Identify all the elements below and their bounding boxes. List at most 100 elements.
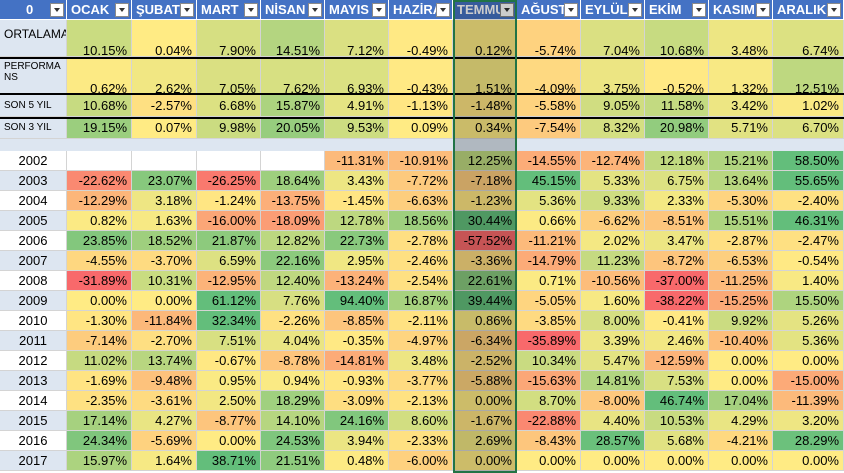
year-value-cell[interactable]: -2.33%	[389, 431, 453, 451]
year-value-cell[interactable]: 10.34%	[517, 351, 581, 371]
year-value-cell[interactable]: 21.51%	[261, 451, 325, 471]
filter-dropdown-icon[interactable]	[564, 3, 578, 17]
summary-value-cell[interactable]: -0.43%	[389, 57, 453, 95]
year-value-cell[interactable]: 17.04%	[709, 391, 773, 411]
filter-dropdown-icon[interactable]	[244, 3, 258, 17]
summary-value-cell[interactable]: 0.09%	[389, 117, 453, 139]
year-value-cell[interactable]: 24.53%	[261, 431, 325, 451]
summary-value-cell[interactable]: 6.68%	[197, 95, 261, 117]
year-value-cell[interactable]: 22.73%	[325, 231, 389, 251]
year-value-cell[interactable]: 3.43%	[325, 171, 389, 191]
year-value-cell[interactable]: -11.39%	[773, 391, 844, 411]
year-value-cell[interactable]: 12.25%	[453, 151, 517, 171]
year-value-cell[interactable]: 18.52%	[132, 231, 197, 251]
year-value-cell[interactable]: 16.87%	[389, 291, 453, 311]
year-value-cell[interactable]: 1.60%	[581, 291, 645, 311]
year-value-cell[interactable]: 12.18%	[645, 151, 709, 171]
summary-value-cell[interactable]: 0.34%	[453, 117, 517, 139]
year-value-cell[interactable]: -5.05%	[517, 291, 581, 311]
year-value-cell[interactable]: -5.30%	[709, 191, 773, 211]
year-value-cell[interactable]: 3.20%	[773, 411, 844, 431]
year-value-cell[interactable]: -35.89%	[517, 331, 581, 351]
year-value-cell[interactable]: 0.86%	[453, 311, 517, 331]
year-value-cell[interactable]: -12.59%	[645, 351, 709, 371]
year-value-cell[interactable]: 24.34%	[67, 431, 132, 451]
year-value-cell[interactable]: -8.51%	[645, 211, 709, 231]
year-value-cell[interactable]: -22.88%	[517, 411, 581, 431]
year-value-cell[interactable]: 0.66%	[517, 211, 581, 231]
summary-value-cell[interactable]: -0.49%	[389, 20, 453, 57]
summary-value-cell[interactable]: 0.12%	[453, 20, 517, 57]
summary-value-cell[interactable]: 9.98%	[197, 117, 261, 139]
year-value-cell[interactable]	[261, 151, 325, 171]
year-value-cell[interactable]: 23.85%	[67, 231, 132, 251]
year-value-cell[interactable]: 61.12%	[197, 291, 261, 311]
summary-value-cell[interactable]: 1.02%	[773, 95, 844, 117]
year-value-cell[interactable]: -15.63%	[517, 371, 581, 391]
summary-value-cell[interactable]: 7.12%	[325, 20, 389, 57]
summary-value-cell[interactable]: 1.32%	[709, 57, 773, 95]
year-value-cell[interactable]: -38.22%	[645, 291, 709, 311]
year-value-cell[interactable]: 94.40%	[325, 291, 389, 311]
year-value-cell[interactable]: -1.24%	[197, 191, 261, 211]
year-value-cell[interactable]: 0.00%	[581, 451, 645, 471]
year-value-cell[interactable]: -18.09%	[261, 211, 325, 231]
year-value-cell[interactable]: 0.00%	[517, 451, 581, 471]
summary-value-cell[interactable]: 9.05%	[581, 95, 645, 117]
year-value-cell[interactable]: -2.40%	[773, 191, 844, 211]
year-value-cell[interactable]: -15.00%	[773, 371, 844, 391]
year-value-cell[interactable]: -13.75%	[261, 191, 325, 211]
summary-value-cell[interactable]: 1.51%	[453, 57, 517, 95]
summary-value-cell[interactable]: -0.52%	[645, 57, 709, 95]
year-value-cell[interactable]: -2.13%	[389, 391, 453, 411]
year-value-cell[interactable]: -8.00%	[581, 391, 645, 411]
year-value-cell[interactable]: -8.77%	[197, 411, 261, 431]
year-value-cell[interactable]: 24.16%	[325, 411, 389, 431]
year-value-cell[interactable]: 3.47%	[645, 231, 709, 251]
year-value-cell[interactable]: -15.25%	[709, 291, 773, 311]
year-value-cell[interactable]: 14.81%	[581, 371, 645, 391]
year-value-cell[interactable]: 6.75%	[645, 171, 709, 191]
summary-value-cell[interactable]: 2.62%	[132, 57, 197, 95]
year-value-cell[interactable]: 0.00%	[197, 431, 261, 451]
year-value-cell[interactable]: -12.29%	[67, 191, 132, 211]
year-value-cell[interactable]: 11.02%	[67, 351, 132, 371]
year-value-cell[interactable]: -16.00%	[197, 211, 261, 231]
filter-dropdown-icon[interactable]	[827, 3, 841, 17]
year-value-cell[interactable]: -1.69%	[67, 371, 132, 391]
summary-value-cell[interactable]: 5.71%	[709, 117, 773, 139]
summary-value-cell[interactable]: 7.04%	[581, 20, 645, 57]
year-value-cell[interactable]: -1.30%	[67, 311, 132, 331]
year-value-cell[interactable]: -5.69%	[132, 431, 197, 451]
year-value-cell[interactable]: -2.78%	[389, 231, 453, 251]
year-value-cell[interactable]: -10.56%	[581, 271, 645, 291]
year-value-cell[interactable]: 8.70%	[517, 391, 581, 411]
year-value-cell[interactable]: 22.16%	[261, 251, 325, 271]
year-value-cell[interactable]: -2.54%	[389, 271, 453, 291]
year-value-cell[interactable]: 0.95%	[197, 371, 261, 391]
year-value-cell[interactable]: -2.26%	[261, 311, 325, 331]
year-value-cell[interactable]: 0.00%	[132, 291, 197, 311]
year-value-cell[interactable]: 10.31%	[132, 271, 197, 291]
summary-value-cell[interactable]: 14.51%	[261, 20, 325, 57]
year-value-cell[interactable]: -2.52%	[453, 351, 517, 371]
year-value-cell[interactable]: 2.02%	[581, 231, 645, 251]
year-value-cell[interactable]: -3.61%	[132, 391, 197, 411]
year-value-cell[interactable]: 0.71%	[517, 271, 581, 291]
filter-dropdown-icon[interactable]	[500, 3, 514, 17]
year-value-cell[interactable]: 3.39%	[581, 331, 645, 351]
summary-value-cell[interactable]: 7.90%	[197, 20, 261, 57]
year-value-cell[interactable]: 9.33%	[581, 191, 645, 211]
year-value-cell[interactable]: -11.21%	[517, 231, 581, 251]
year-value-cell[interactable]: 4.27%	[132, 411, 197, 431]
summary-value-cell[interactable]: -1.13%	[389, 95, 453, 117]
year-value-cell[interactable]: -1.23%	[453, 191, 517, 211]
year-value-cell[interactable]: -14.79%	[517, 251, 581, 271]
year-value-cell[interactable]: 9.92%	[709, 311, 773, 331]
summary-value-cell[interactable]: 0.62%	[67, 57, 132, 95]
summary-value-cell[interactable]: 19.15%	[67, 117, 132, 139]
year-value-cell[interactable]: 14.10%	[261, 411, 325, 431]
summary-value-cell[interactable]: 3.42%	[709, 95, 773, 117]
summary-value-cell[interactable]: 11.58%	[645, 95, 709, 117]
summary-value-cell[interactable]: 6.93%	[325, 57, 389, 95]
